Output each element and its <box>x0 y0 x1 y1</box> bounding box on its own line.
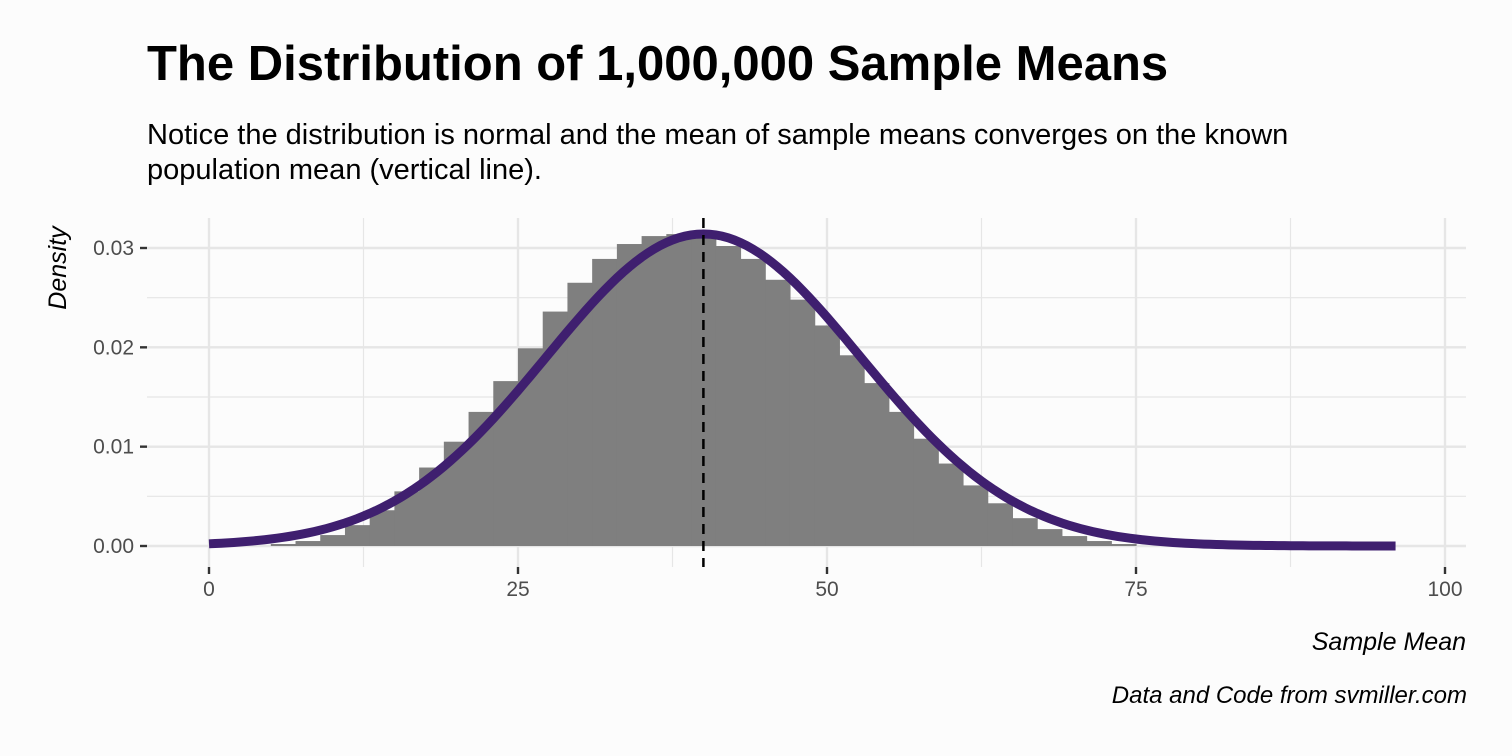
histogram-bar <box>641 236 667 546</box>
x-axis-ticks: 0 25 50 75 100 <box>203 567 1463 601</box>
histogram-bar <box>1012 518 1038 546</box>
normal-density-curve <box>208 229 1396 551</box>
x-tick-label: 100 <box>1427 578 1462 601</box>
x-tick-label: 50 <box>815 578 838 601</box>
y-tick-label: 0.01 <box>93 436 134 459</box>
histogram-bar <box>938 463 964 546</box>
histogram-bar <box>1111 544 1137 546</box>
histogram-bar <box>789 299 816 546</box>
histogram-bar <box>864 383 890 546</box>
histogram-bar <box>270 544 297 546</box>
histogram-bar <box>765 279 791 546</box>
histogram-bar <box>715 246 742 546</box>
histogram-bar <box>666 234 692 547</box>
histogram-bar <box>1086 541 1112 546</box>
histogram-bar <box>295 541 321 546</box>
histogram-bar <box>888 411 915 546</box>
histogram-bar <box>962 485 989 546</box>
histogram-bar <box>616 244 643 546</box>
y-tick-label: 0.00 <box>93 535 134 558</box>
histogram-bar <box>839 355 865 546</box>
histogram-bar <box>592 258 618 546</box>
x-axis-title: Sample Mean <box>1312 628 1466 656</box>
histogram-bar <box>320 535 346 546</box>
y-tick-label: 0.03 <box>93 237 134 260</box>
chart-subtitle: Notice the distribution is normal and th… <box>147 119 1289 186</box>
x-tick-label: 0 <box>203 578 215 601</box>
y-axis-ticks: 0.00 0.01 0.02 0.03 <box>93 237 147 558</box>
y-axis-title: Density <box>44 225 72 310</box>
histogram-bar <box>987 503 1013 546</box>
chart-title: The Distribution of 1,000,000 Sample Mea… <box>147 37 1169 91</box>
x-tick-label: 25 <box>506 578 529 601</box>
histogram-bar <box>740 258 766 546</box>
histogram-bar <box>1037 529 1063 546</box>
chart-caption: Data and Code from svmiller.com <box>1111 682 1467 709</box>
histogram-bar <box>913 438 939 546</box>
x-tick-label: 75 <box>1124 578 1147 601</box>
histogram-bar <box>814 325 840 546</box>
histogram-bar <box>1061 536 1088 546</box>
histogram-bar <box>344 525 371 546</box>
y-tick-label: 0.02 <box>93 336 134 359</box>
